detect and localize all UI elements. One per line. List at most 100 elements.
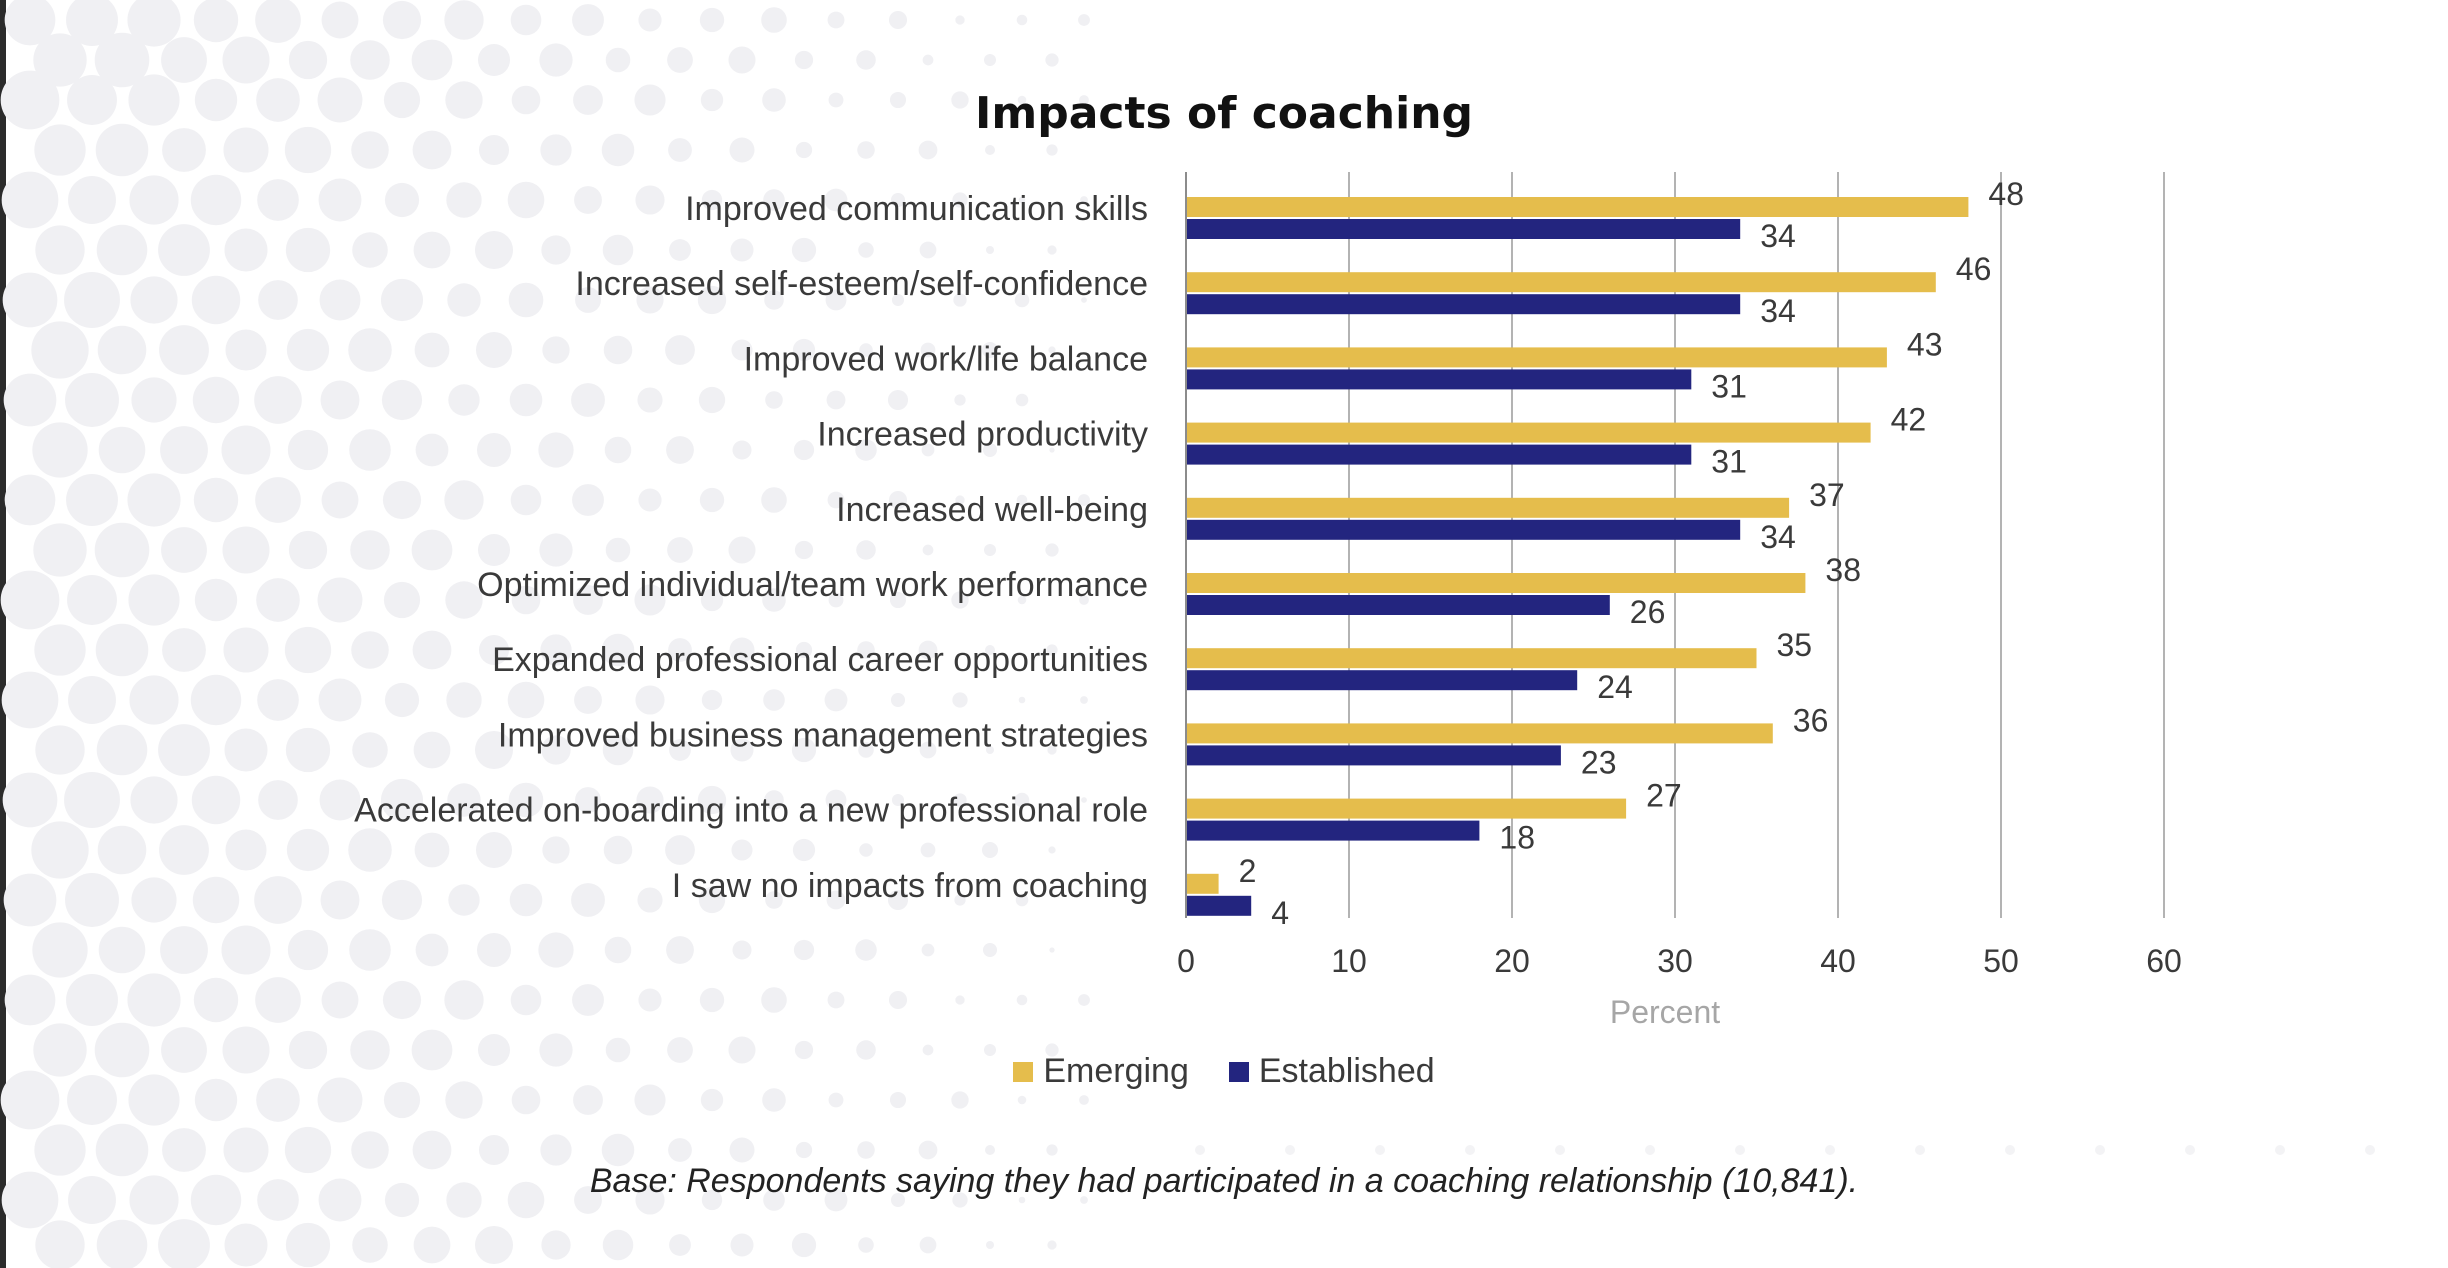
background-dot [952, 692, 968, 708]
background-dot [413, 1226, 451, 1264]
background-dot [791, 237, 817, 263]
background-dot [1048, 846, 1056, 854]
background-dot [952, 1192, 968, 1208]
background-dot [193, 477, 239, 523]
background-dot [857, 641, 875, 659]
background-dot [351, 131, 389, 169]
background-dot [887, 389, 909, 411]
data-label-established: 34 [1760, 293, 1796, 329]
background-dot [1078, 494, 1090, 506]
background-dot [539, 533, 573, 567]
background-dot [382, 0, 422, 40]
data-label-established: 31 [1711, 444, 1747, 480]
background-dot [474, 1225, 514, 1265]
chart-title: Impacts of coaching [974, 88, 1474, 139]
background-dot [601, 1133, 635, 1167]
background-dot [3, 873, 57, 927]
background-dot [225, 329, 267, 371]
background-dot [728, 1036, 756, 1064]
background-dot [476, 932, 512, 968]
background-dot [33, 33, 87, 87]
background-dot [223, 1127, 269, 1173]
background-dot [1046, 644, 1058, 656]
background-dot [891, 793, 905, 807]
background-dot [1195, 1145, 1205, 1155]
background-dot [540, 634, 572, 666]
background-dot [604, 436, 632, 464]
background-dot [287, 429, 329, 471]
x-tick-label: 40 [1820, 943, 1856, 979]
background-dot [792, 838, 816, 862]
background-dot [254, 876, 302, 924]
background-dot [1078, 994, 1090, 1006]
background-dot [411, 39, 453, 81]
legend-label-emerging: Emerging [1043, 1052, 1189, 1090]
background-dot [319, 279, 361, 321]
background-dot [2005, 1145, 2015, 1155]
background-dot [573, 85, 603, 115]
background-dot [284, 626, 332, 674]
background-dot [922, 1044, 934, 1056]
background-dot [951, 91, 969, 109]
background-dot [855, 439, 877, 461]
background-dot [765, 391, 783, 409]
category-label: Increased self-esteem/self-confidence [575, 265, 1148, 303]
background-dot [191, 275, 241, 325]
background-dot [349, 929, 391, 971]
background-dot [856, 1040, 876, 1060]
background-dot [700, 588, 724, 612]
background-dot [412, 630, 452, 670]
background-dot [665, 335, 695, 365]
background-dot [98, 926, 146, 974]
background-dot [638, 8, 662, 32]
background-dot [190, 674, 242, 726]
background-dot [541, 735, 571, 765]
background-dot [1081, 797, 1087, 803]
background-dot [384, 182, 420, 218]
background-dot [954, 394, 966, 406]
background-dot [380, 778, 424, 822]
background-dot [986, 746, 994, 754]
background-dot [730, 238, 754, 262]
background-dot [762, 588, 786, 612]
category-label: I saw no impacts from coaching [672, 867, 1148, 905]
background-dot [445, 81, 483, 119]
background-dot [827, 491, 845, 509]
bar-emerging [1186, 873, 1219, 894]
background-dot [256, 1078, 300, 1122]
background-dot [953, 293, 967, 307]
background-dot [510, 4, 542, 36]
background-dot [856, 50, 876, 70]
background-dot [509, 383, 543, 417]
background-dot [380, 278, 424, 322]
background-dot [919, 1236, 937, 1254]
background-dot [984, 544, 996, 556]
background-dot [1016, 494, 1028, 506]
background-dot [636, 786, 664, 814]
background-dot [985, 145, 995, 155]
background-dot [1078, 14, 1090, 26]
background-dot [1047, 245, 1057, 255]
background-dot [666, 936, 694, 964]
background-dot [795, 1141, 813, 1159]
background-dot [667, 1037, 693, 1063]
background-dot [539, 1033, 573, 1067]
background-dot [414, 332, 450, 368]
background-dot [411, 1029, 453, 1071]
background-dot [222, 526, 270, 574]
background-dot [572, 984, 604, 1016]
background-dot [2095, 1145, 2105, 1155]
background-dot [448, 884, 480, 916]
background-dot [669, 1234, 691, 1256]
background-dot [921, 443, 935, 457]
background-dot [96, 224, 148, 276]
category-label: Accelerated on-boarding into a new profe… [354, 792, 1148, 830]
legend-swatch-emerging [1013, 1061, 1034, 1082]
background-dot [697, 785, 727, 815]
background-dot [1735, 1145, 1745, 1155]
background-dot [794, 1040, 814, 1060]
background-dot [542, 336, 570, 364]
background-dot [383, 81, 421, 119]
background-dot [1045, 543, 1059, 557]
